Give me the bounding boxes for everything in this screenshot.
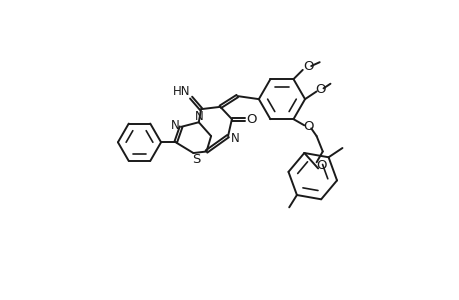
Text: N: N: [195, 110, 203, 123]
Text: O: O: [246, 113, 256, 126]
Text: S: S: [192, 153, 200, 166]
Text: N: N: [171, 119, 179, 132]
Text: O: O: [303, 60, 313, 73]
Text: N: N: [231, 132, 240, 145]
Text: O: O: [315, 159, 326, 172]
Text: O: O: [303, 120, 313, 133]
Text: O: O: [314, 82, 325, 96]
Text: HN: HN: [173, 85, 190, 98]
